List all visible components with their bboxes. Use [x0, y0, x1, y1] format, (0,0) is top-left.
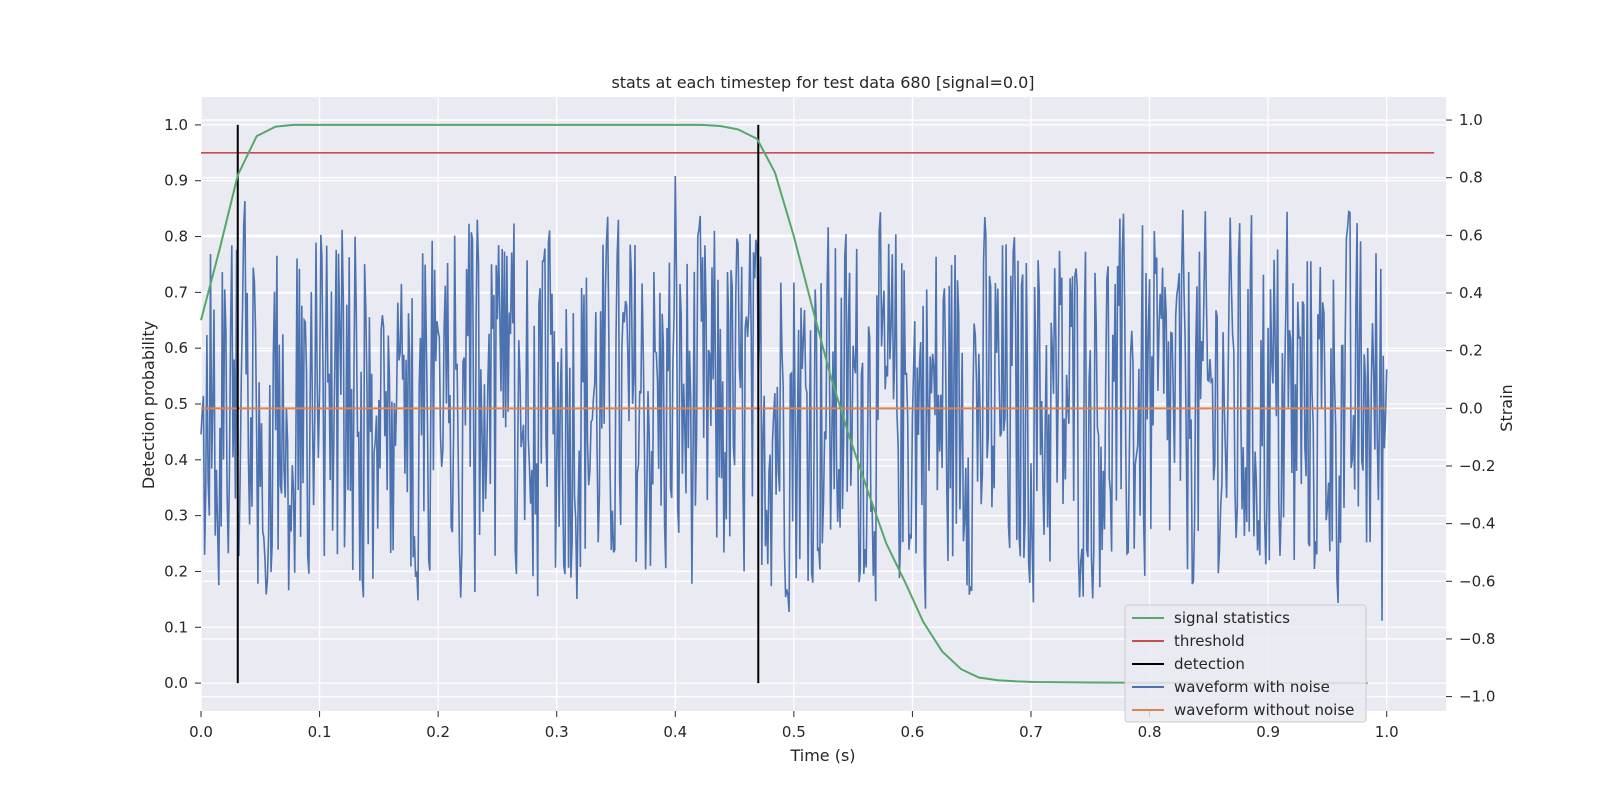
y-axis-label: Detection probability — [139, 321, 158, 489]
y2-tick-label: 0.8 — [1459, 169, 1483, 187]
y2-tick-label: −0.6 — [1459, 572, 1495, 590]
x-tick-label: 0.1 — [308, 723, 332, 741]
x-tick-label: 0.3 — [545, 723, 569, 741]
y-tick-label: 0.6 — [164, 339, 188, 357]
y2-tick-label: −0.8 — [1459, 630, 1495, 648]
y2-tick-label: 1.0 — [1459, 111, 1483, 129]
y-tick-label: 0.9 — [164, 172, 188, 190]
legend-label-threshold: threshold — [1174, 632, 1245, 650]
y-tick-label: 0.2 — [164, 562, 188, 580]
legend-label-waveform-without-noise: waveform without noise — [1174, 701, 1354, 719]
x-tick-label: 0.6 — [900, 723, 924, 741]
y2-tick-label: 0.6 — [1459, 226, 1483, 244]
series-signal-statistics — [200, 123, 1368, 685]
legend-box — [1124, 604, 1367, 723]
tick-layer: 0.0 0.1 0.2 0.3 0.4 0.5 0.6 0.7 0.8 0.9 1.0 0.0 0.1 0… — [164, 111, 1495, 741]
series-waveform-with-noise — [200, 175, 1388, 621]
y2-tick-label: −0.2 — [1459, 457, 1495, 475]
x-tick-label: 0.5 — [782, 723, 806, 741]
y-tick-label: 0.5 — [164, 395, 188, 413]
y-tick-label: 0.4 — [164, 451, 188, 469]
legend: signal statistics threshold detection wa… — [1124, 604, 1367, 723]
x-tick-label: 0.0 — [189, 723, 213, 741]
y-tick-label: 1.0 — [164, 116, 188, 134]
y2-tick-label: −0.4 — [1459, 515, 1495, 533]
y-tick-label: 0.3 — [164, 507, 188, 525]
legend-label-signal-statistics: signal statistics — [1174, 609, 1290, 627]
y2-tick-label: −1.0 — [1459, 688, 1495, 706]
chart-title: stats at each timestep for test data 680… — [611, 73, 1034, 92]
y2-axis-label: Strain — [1497, 384, 1516, 431]
x-tick-label: 0.9 — [1256, 723, 1280, 741]
x-axis-label: Time (s) — [789, 746, 855, 765]
x-tick-label: 0.4 — [663, 723, 687, 741]
y-tick-label: 0.8 — [164, 228, 188, 246]
y2-tick-label: 0.4 — [1459, 284, 1483, 302]
x-tick-label: 0.8 — [1138, 723, 1162, 741]
x-tick-label: 1.0 — [1375, 723, 1399, 741]
x-tick-label: 0.7 — [1019, 723, 1043, 741]
series-layer — [200, 123, 1435, 685]
legend-label-detection: detection — [1174, 655, 1245, 673]
y-tick-label: 0.0 — [164, 674, 188, 692]
noise-layer — [200, 175, 1388, 621]
y2-tick-label: 0.2 — [1459, 342, 1483, 360]
y-tick-label: 0.7 — [164, 283, 188, 301]
y-tick-label: 0.1 — [164, 618, 188, 636]
y2-tick-label: 0.0 — [1459, 399, 1483, 417]
x-tick-label: 0.2 — [426, 723, 450, 741]
legend-label-waveform-with-noise: waveform with noise — [1174, 678, 1330, 696]
